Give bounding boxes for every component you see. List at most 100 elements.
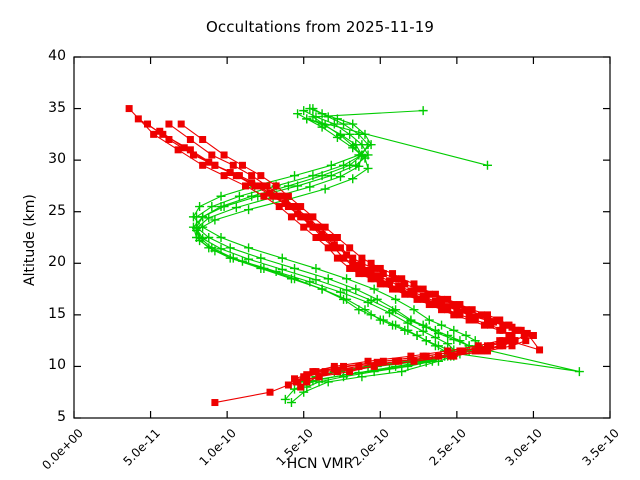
series-marker-square <box>459 347 467 355</box>
series-marker-plus <box>188 212 198 222</box>
series-marker-square <box>505 337 513 345</box>
series-marker-square <box>257 182 265 190</box>
series-marker-square <box>410 280 418 288</box>
series-marker-square <box>431 297 439 305</box>
series-marker-square <box>496 342 504 350</box>
series-marker-square <box>395 357 403 365</box>
series-marker-square <box>346 264 354 272</box>
series-marker-plus <box>388 320 398 330</box>
series-marker-square <box>477 311 485 319</box>
series-marker-square <box>444 295 452 303</box>
series-marker-square <box>340 362 348 370</box>
series-marker-plus <box>204 233 214 242</box>
series-marker-square <box>367 275 375 283</box>
series-marker-plus <box>418 106 428 116</box>
series-marker-plus <box>216 244 226 254</box>
series-marker-plus <box>244 205 254 215</box>
axis-frame-layer <box>73 56 611 419</box>
series-marker-plus <box>256 253 266 263</box>
series-marker-square <box>483 311 491 319</box>
series-marker-plus <box>400 325 410 335</box>
series-marker-plus <box>345 129 355 139</box>
series-marker-square <box>336 244 344 252</box>
series-marker-plus <box>290 171 300 181</box>
series-marker-square <box>419 292 427 300</box>
series-marker-plus <box>299 106 309 116</box>
series-marker-square <box>431 290 439 298</box>
series-marker-square <box>355 270 363 278</box>
series-marker-square <box>278 192 286 200</box>
series-marker-plus <box>384 363 394 373</box>
series-marker-square <box>434 352 442 360</box>
series-marker-plus <box>237 256 247 266</box>
series-marker-plus <box>216 191 226 201</box>
series-marker-plus <box>256 263 266 273</box>
series-marker-plus <box>219 202 229 212</box>
data-series-layer <box>125 104 584 408</box>
series-marker-square <box>220 151 228 159</box>
series-marker-plus <box>308 171 318 181</box>
series-marker-plus <box>204 213 214 223</box>
series-marker-square <box>208 151 216 159</box>
series-marker-square <box>410 357 418 365</box>
series-marker-plus <box>305 182 315 192</box>
series-marker-square <box>425 301 433 309</box>
series-marker-square <box>248 179 256 187</box>
series-marker-square <box>480 321 488 329</box>
series-marker-square <box>297 383 305 391</box>
series-marker-square <box>477 347 485 355</box>
series-marker-plus <box>430 341 440 351</box>
series-marker-plus <box>271 267 281 277</box>
series-marker-plus <box>302 114 312 124</box>
series-marker-plus <box>244 254 254 264</box>
series-marker-square <box>398 275 406 283</box>
series-marker-square <box>407 352 415 360</box>
series-marker-square <box>186 146 194 154</box>
series-marker-square <box>199 136 207 144</box>
series-marker-plus <box>293 181 303 191</box>
series-marker-square <box>392 275 400 283</box>
series-marker-square <box>211 399 219 407</box>
series-marker-square <box>349 254 357 262</box>
series-marker-plus <box>286 398 296 408</box>
series-marker-square <box>496 316 504 324</box>
series-marker-square <box>281 199 289 207</box>
series-marker-square <box>303 378 311 386</box>
series-marker-square <box>511 337 519 345</box>
series-marker-square <box>450 301 458 309</box>
series-marker-square <box>358 254 366 262</box>
series-marker-square <box>330 241 338 249</box>
series-marker-square <box>321 223 329 231</box>
series-marker-square <box>248 172 256 180</box>
series-marker-square <box>389 285 397 293</box>
series-marker-plus <box>326 160 336 170</box>
series-marker-square <box>291 375 299 383</box>
series-marker-square <box>499 326 507 334</box>
series-marker-square <box>438 306 446 314</box>
series-marker-square <box>297 203 305 211</box>
series-marker-plus <box>231 203 241 213</box>
series-marker-square <box>529 331 537 339</box>
y-axis-tick-label: 20 <box>48 254 66 271</box>
series-marker-square <box>294 210 302 218</box>
series-marker-plus <box>342 285 352 295</box>
series-marker-plus <box>574 367 584 377</box>
plot-frame <box>73 56 611 419</box>
series-marker-plus <box>449 335 459 345</box>
series-marker-square <box>407 287 415 295</box>
series-marker-plus <box>403 318 413 328</box>
series-marker-square <box>364 357 372 365</box>
series-marker-square <box>450 311 458 319</box>
series-marker-square <box>275 203 283 211</box>
series-marker-square <box>238 161 246 169</box>
series-marker-square <box>379 270 387 278</box>
series-marker-plus <box>277 253 287 263</box>
series-marker-square <box>220 172 228 180</box>
series-marker-plus <box>366 310 376 320</box>
y-axis-tick-label: 10 <box>48 357 66 374</box>
series-marker-square <box>229 161 237 169</box>
series-marker-plus <box>210 215 220 225</box>
series-marker-plus <box>317 122 327 132</box>
series-marker-plus <box>342 274 352 284</box>
